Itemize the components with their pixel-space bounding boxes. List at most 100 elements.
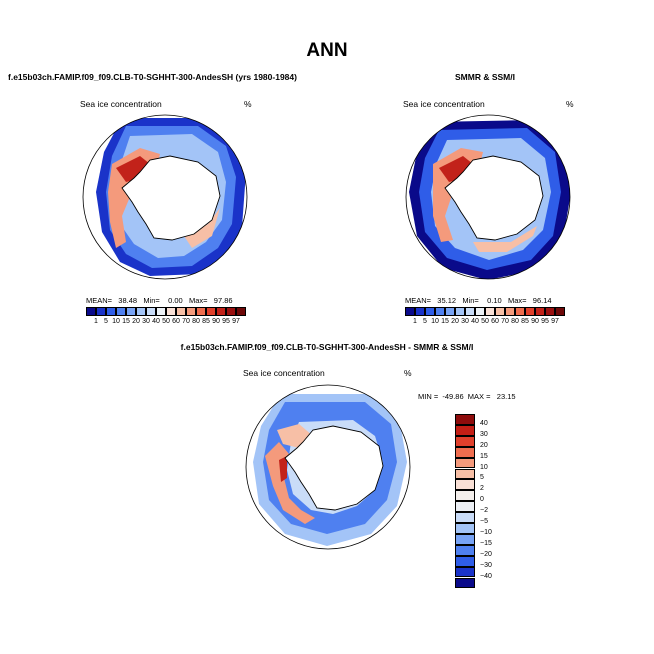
colorbar-tick-label: −40 [480,572,492,580]
panel-diff-stats: MIN = -49.86 MAX = 23.15 [418,392,516,401]
panel-obs-title: SMMR & SSM/I [455,72,515,82]
colorbar-tick-label: 60 [172,318,180,325]
colorbar-tick-label: 80 [511,318,519,325]
colorbar-tick-label: 97 [232,318,240,325]
panel-diff-unit: % [404,368,412,378]
colorbar-tick-label: 70 [182,318,190,325]
colorbar-tick-label: 0 [480,496,484,504]
colorbar-tick-label: 15 [441,318,449,325]
colorbar-tick-label: 95 [222,318,230,325]
panel-obs-colorbar [405,307,565,316]
colorbar-tick-label: 90 [531,318,539,325]
panel-diff-map [245,384,411,550]
colorbar-swatch [455,490,475,502]
colorbar-swatch [455,533,475,545]
colorbar-swatch [186,307,196,316]
colorbar-tick-label: 1 [94,318,98,325]
colorbar-tick-label: 30 [142,318,150,325]
colorbar-tick-label: 95 [541,318,549,325]
panel-obs-map [405,114,571,280]
colorbar-tick-label: 5 [104,318,108,325]
colorbar-swatch [455,501,475,513]
colorbar-tick-label: 20 [480,441,488,449]
colorbar-tick-label: 50 [481,318,489,325]
colorbar-tick-label: 50 [162,318,170,325]
colorbar-tick-label: 97 [551,318,559,325]
colorbar-tick-label: 60 [491,318,499,325]
colorbar-swatch [535,307,545,316]
colorbar-swatch [415,307,425,316]
colorbar-swatch [485,307,495,316]
panel-model-colorbar [86,307,246,316]
colorbar-swatch [455,544,475,556]
colorbar-swatch [116,307,126,316]
panel-diff-title: f.e15b03ch.FAMIP.f09_f09.CLB-T0-SGHHT-30… [180,342,474,352]
colorbar-swatch [435,307,445,316]
colorbar-swatch [515,307,525,316]
colorbar-swatch [176,307,186,316]
colorbar-swatch [86,307,96,316]
colorbar-swatch [475,307,485,316]
colorbar-tick-label: −30 [480,561,492,569]
colorbar-tick-label: 40 [471,318,479,325]
colorbar-tick-label: 85 [521,318,529,325]
colorbar-swatch [465,307,475,316]
colorbar-swatch [425,307,435,316]
colorbar-swatch [455,577,475,589]
colorbar-tick-label: 10 [431,318,439,325]
panel-obs-stats: MEAN= 35.12 Min= 0.10 Max= 96.14 [405,296,552,305]
colorbar-swatch [106,307,116,316]
colorbar-swatch [236,307,246,316]
colorbar-swatch [196,307,206,316]
colorbar-swatch [136,307,146,316]
colorbar-tick-label: −2 [480,507,488,515]
panel-model-title: f.e15b03ch.FAMIP.f09_f09.CLB-T0-SGHHT-30… [8,72,297,82]
colorbar-tick-label: 30 [461,318,469,325]
colorbar-tick-label: −5 [480,518,488,525]
colorbar-tick-label: −20 [480,550,492,558]
colorbar-swatch [555,307,565,316]
colorbar-swatch [206,307,216,316]
colorbar-swatch [545,307,555,316]
colorbar-swatch [495,307,505,316]
colorbar-tick-label: 15 [480,452,488,460]
colorbar-tick-label: 10 [112,318,120,325]
colorbar-swatch [455,307,465,316]
colorbar-swatch [455,435,475,447]
figure-title: ANN [306,40,348,61]
colorbar-swatch [405,307,415,316]
panel-model-field-label: Sea ice concentration [80,99,162,109]
colorbar-swatch [216,307,226,316]
colorbar-tick-label: 20 [132,318,140,325]
colorbar-tick-label: 40 [152,318,160,325]
colorbar-swatch [455,523,475,534]
colorbar-swatch [156,307,166,316]
panel-obs-unit: % [566,99,574,109]
panel-diff-field-label: Sea ice concentration [243,368,325,378]
colorbar-swatch [445,307,455,316]
colorbar-swatch [126,307,136,316]
colorbar-swatch [505,307,515,316]
colorbar-swatch [146,307,156,316]
colorbar-tick-label: 20 [451,318,459,325]
colorbar-swatch [226,307,236,316]
colorbar-tick-label: 1 [413,318,417,325]
colorbar-tick-label: 15 [122,318,130,325]
panel-model-unit: % [244,99,252,109]
colorbar-swatch [96,307,106,316]
colorbar-tick-label: 85 [202,318,210,325]
colorbar-tick-label: 10 [480,463,488,471]
colorbar-swatch [455,479,475,491]
colorbar-swatch [455,566,475,578]
colorbar-swatch [455,424,475,436]
colorbar-tick-label: 5 [480,474,484,482]
colorbar-swatch [166,307,176,316]
colorbar-swatch [455,512,475,523]
colorbar-swatch [455,446,475,458]
colorbar-swatch [455,414,475,425]
colorbar-tick-label: 90 [212,318,220,325]
colorbar-tick-label: 70 [501,318,509,325]
colorbar-tick-label: 30 [480,430,488,438]
panel-model-stats: MEAN= 38.48 Min= 0.00 Max= 97.86 [86,296,233,305]
panel-model-map [82,114,248,280]
